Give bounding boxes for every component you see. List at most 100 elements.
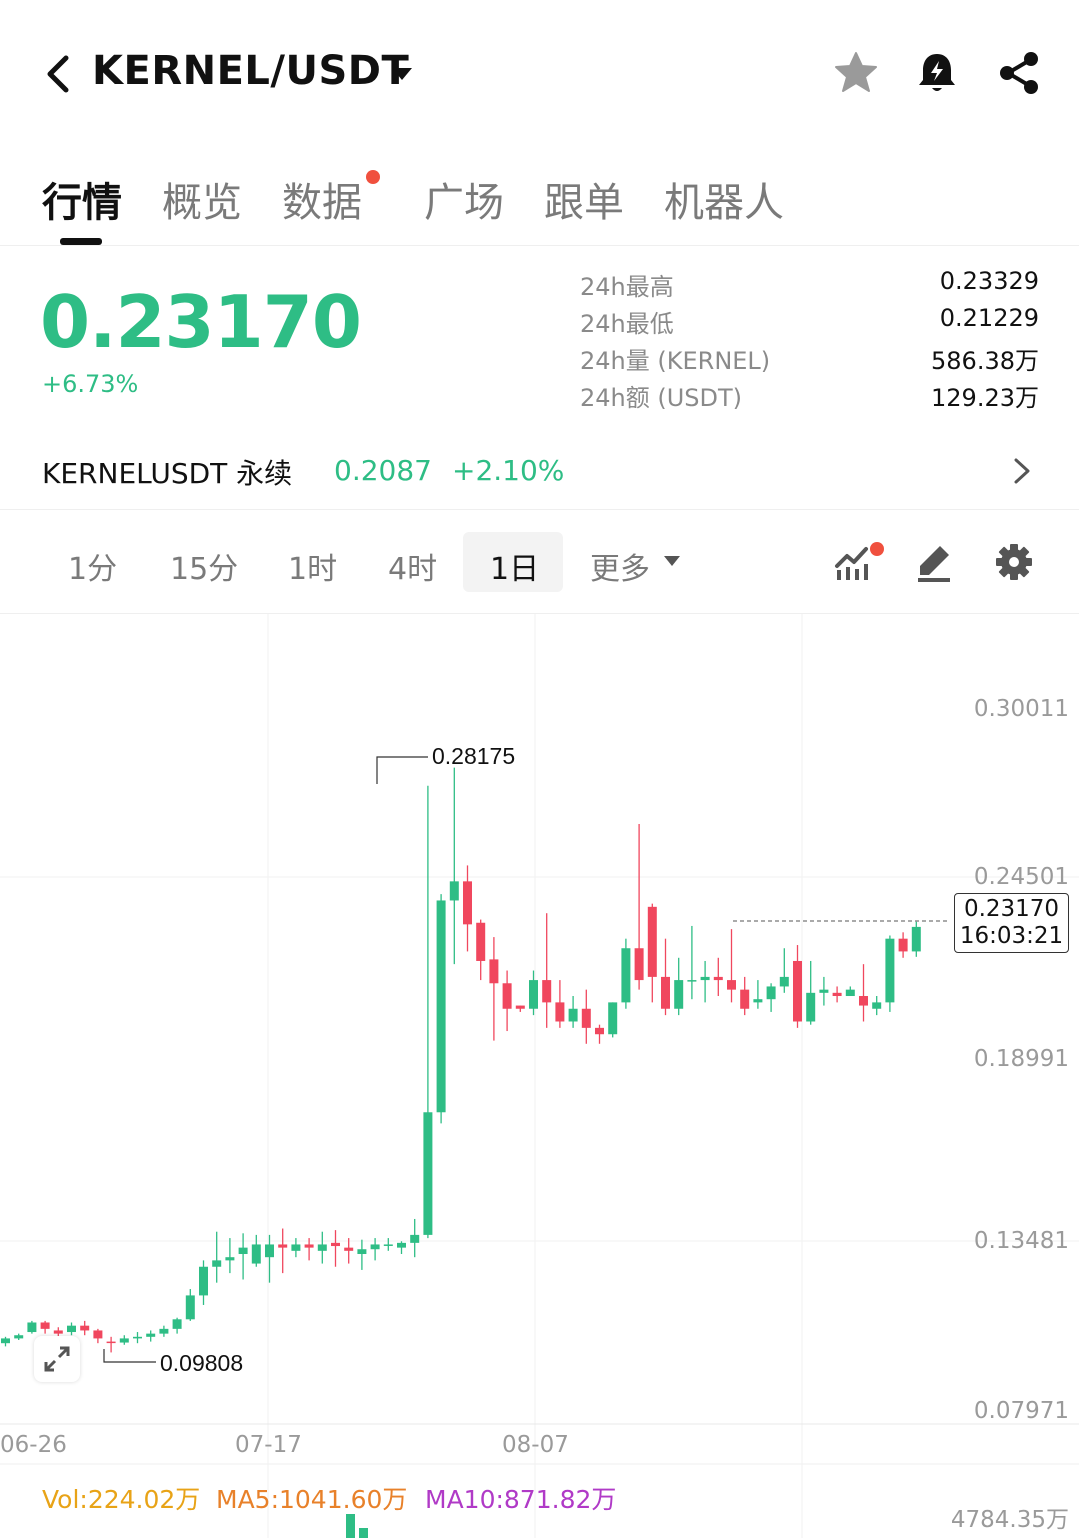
main-tabs: 行情 概览 数据 广场 跟单 机器人: [0, 160, 1079, 246]
candle-body: [331, 1242, 340, 1247]
candle-body: [106, 1341, 116, 1344]
chevron-right-icon[interactable]: [1008, 456, 1034, 486]
tab-overview[interactable]: 概览: [162, 180, 242, 226]
max-price-label: 0.28175: [432, 743, 515, 769]
notification-dot: [366, 170, 380, 184]
y-tick: 0.24501: [973, 864, 1069, 890]
candle-body: [225, 1257, 235, 1261]
x-tick: 08-07: [502, 1432, 569, 1458]
candle-body: [53, 1330, 63, 1334]
candle-body: [185, 1295, 195, 1320]
candle-body: [595, 1027, 604, 1035]
current-price-value: 0.23170: [963, 896, 1060, 922]
candle-body: [568, 1008, 578, 1022]
candle-body: [845, 989, 855, 997]
stat-low-label: 24h最低: [580, 310, 674, 338]
interval-1m[interactable]: 1分: [68, 552, 118, 587]
candle-body: [608, 1002, 618, 1035]
candle-body: [502, 983, 512, 1009]
tab-bots[interactable]: 机器人: [664, 180, 784, 226]
alert-bell-icon[interactable]: [914, 50, 960, 96]
indicators-icon[interactable]: [834, 542, 874, 582]
interval-active-highlight: [463, 532, 563, 592]
grid: [0, 614, 1079, 1538]
star-icon[interactable]: [833, 50, 879, 96]
stat-turnover-value: 129.23万: [931, 384, 1039, 412]
candle-body: [370, 1244, 380, 1250]
stat-volume-label: 24h量 (KERNEL): [580, 347, 771, 375]
candle-body: [423, 1112, 433, 1235]
y-tick: 0.13481: [973, 1228, 1069, 1254]
settings-icon[interactable]: [994, 542, 1034, 582]
candle-body: [793, 960, 802, 1022]
candle-body: [911, 926, 921, 952]
stat-volume-value: 586.38万: [931, 347, 1039, 375]
top-bar: KERNEL/USDT: [0, 0, 1079, 150]
interval-bar: 1分 15分 1时 4时 1日 更多: [0, 512, 1079, 614]
candle-body: [806, 992, 816, 1022]
candle-body: [674, 980, 684, 1009]
interval-1h[interactable]: 1时: [288, 552, 338, 587]
candle-body: [251, 1244, 261, 1264]
caret-down-icon[interactable]: [664, 556, 680, 568]
candle-body: [357, 1249, 367, 1255]
candle-body: [766, 986, 776, 1000]
candle-body: [344, 1247, 354, 1251]
last-price: 0.23170: [40, 280, 362, 364]
max-price-marker: 0.28175: [376, 743, 515, 784]
candlestick-svg[interactable]: 0.28175 0.09808: [0, 614, 1079, 1538]
candle-body: [449, 881, 459, 901]
candle-body: [436, 900, 446, 1113]
caret-down-icon[interactable]: [392, 68, 412, 82]
candle-body: [740, 989, 750, 1009]
candle-body: [463, 881, 472, 925]
tab-data[interactable]: 数据: [282, 180, 362, 226]
candle-body: [687, 980, 697, 982]
pair-title[interactable]: KERNEL/USDT: [92, 48, 410, 94]
tab-copy-trading[interactable]: 跟单: [544, 180, 624, 226]
candle-body: [634, 948, 644, 981]
volume-ma5: MA5:1041.60万: [216, 1485, 408, 1514]
tab-market[interactable]: 行情: [42, 180, 122, 226]
candle-body: [199, 1266, 208, 1296]
interval-15m[interactable]: 15分: [170, 552, 239, 587]
min-price-label: 0.09808: [160, 1350, 243, 1376]
stat-low-value: 0.21229: [939, 304, 1039, 332]
back-arrow-icon[interactable]: [40, 52, 80, 96]
current-time: 16:03:21: [959, 923, 1064, 949]
y-tick: 0.18991: [973, 1046, 1069, 1072]
interval-4h[interactable]: 4时: [388, 552, 438, 587]
candle-body: [14, 1335, 24, 1339]
stat-turnover-label: 24h额 (USDT): [580, 384, 743, 412]
candle-body: [489, 959, 499, 984]
tab-square[interactable]: 广场: [424, 180, 504, 226]
candle-body: [542, 980, 552, 1003]
interval-1d[interactable]: 1日: [490, 552, 540, 587]
candle-body: [621, 948, 631, 1003]
candle-body: [529, 980, 538, 1009]
volume-value: Vol:224.02万: [42, 1485, 201, 1514]
candle-body: [133, 1336, 142, 1339]
y-tick: 0.30011: [973, 696, 1069, 722]
candle-body: [278, 1244, 288, 1248]
candle-body: [383, 1244, 393, 1246]
candle-body: [819, 989, 829, 993]
candle-body: [859, 996, 868, 1006]
draw-icon[interactable]: [914, 542, 954, 582]
x-tick: 07-17: [235, 1432, 302, 1458]
candle-body: [647, 906, 657, 977]
candle-body: [661, 976, 670, 1009]
expand-chart-button[interactable]: [34, 1336, 80, 1382]
candle-body: [265, 1244, 274, 1258]
share-icon[interactable]: [996, 50, 1042, 96]
candle-body: [317, 1244, 327, 1251]
kline-chart[interactable]: 0.28175 0.09808 0.30011 0.24501 0.18991 …: [0, 614, 1079, 1538]
candle-body: [581, 1008, 591, 1028]
candle-body: [515, 1005, 525, 1009]
candle-body: [476, 922, 486, 961]
perpetual-row[interactable]: KERNELUSDT 永续 0.2087 +2.10%: [0, 440, 1079, 510]
interval-more[interactable]: 更多: [590, 552, 650, 587]
candle-body: [172, 1319, 182, 1329]
candle-body: [898, 938, 908, 952]
candle-body: [80, 1325, 90, 1331]
